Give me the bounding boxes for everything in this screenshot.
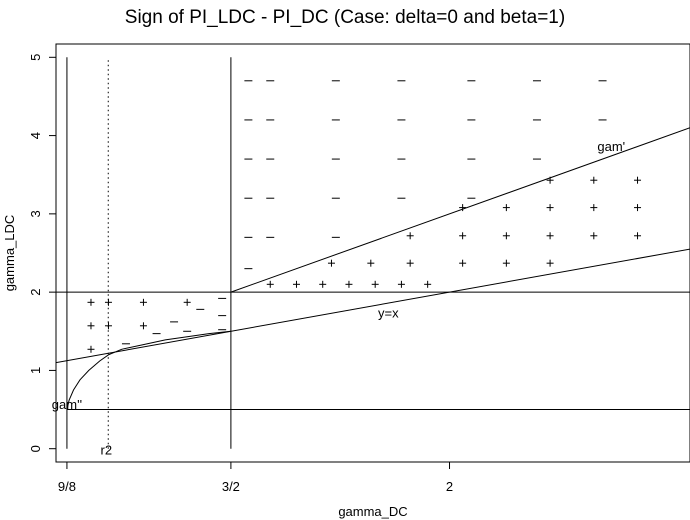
y-tick-label: 4 bbox=[28, 132, 43, 139]
y-tick-label: 3 bbox=[28, 210, 43, 217]
x-tick-label: 2 bbox=[446, 479, 453, 494]
curve-annotations: gam' y=x gam'' r2 bbox=[52, 139, 625, 458]
y-tick-label: 5 bbox=[28, 54, 43, 61]
annotation-label: gam'' bbox=[52, 397, 82, 412]
chart-title: Sign of PI_LDC - PI_DC (Case: delta=0 an… bbox=[125, 7, 565, 28]
x-tick-label: 9/8 bbox=[58, 479, 76, 494]
annotation-label: gam' bbox=[597, 139, 625, 154]
y-axis: 0 1 2 3 4 5 bbox=[28, 54, 57, 452]
gam-double-prime-curve bbox=[66, 330, 231, 410]
x-axis-label: gamma_DC bbox=[338, 504, 407, 519]
x-tick-label: 3/2 bbox=[222, 479, 240, 494]
annotation-label: y=x bbox=[378, 305, 399, 320]
y-axis-label: gamma_LDC bbox=[2, 215, 17, 292]
x-axis: 9/8 3/2 2 bbox=[58, 461, 453, 494]
y-tick-label: 0 bbox=[28, 445, 43, 452]
y-tick-label: 1 bbox=[28, 367, 43, 374]
reference-lines bbox=[56, 57, 690, 449]
annotation-label: r2 bbox=[101, 442, 113, 457]
y-eq-x-line bbox=[56, 248, 690, 364]
plot-frame bbox=[55, 43, 690, 463]
gam-prime-line bbox=[230, 127, 690, 293]
sign-markers bbox=[87, 80, 642, 353]
y-tick-label: 2 bbox=[28, 289, 43, 296]
